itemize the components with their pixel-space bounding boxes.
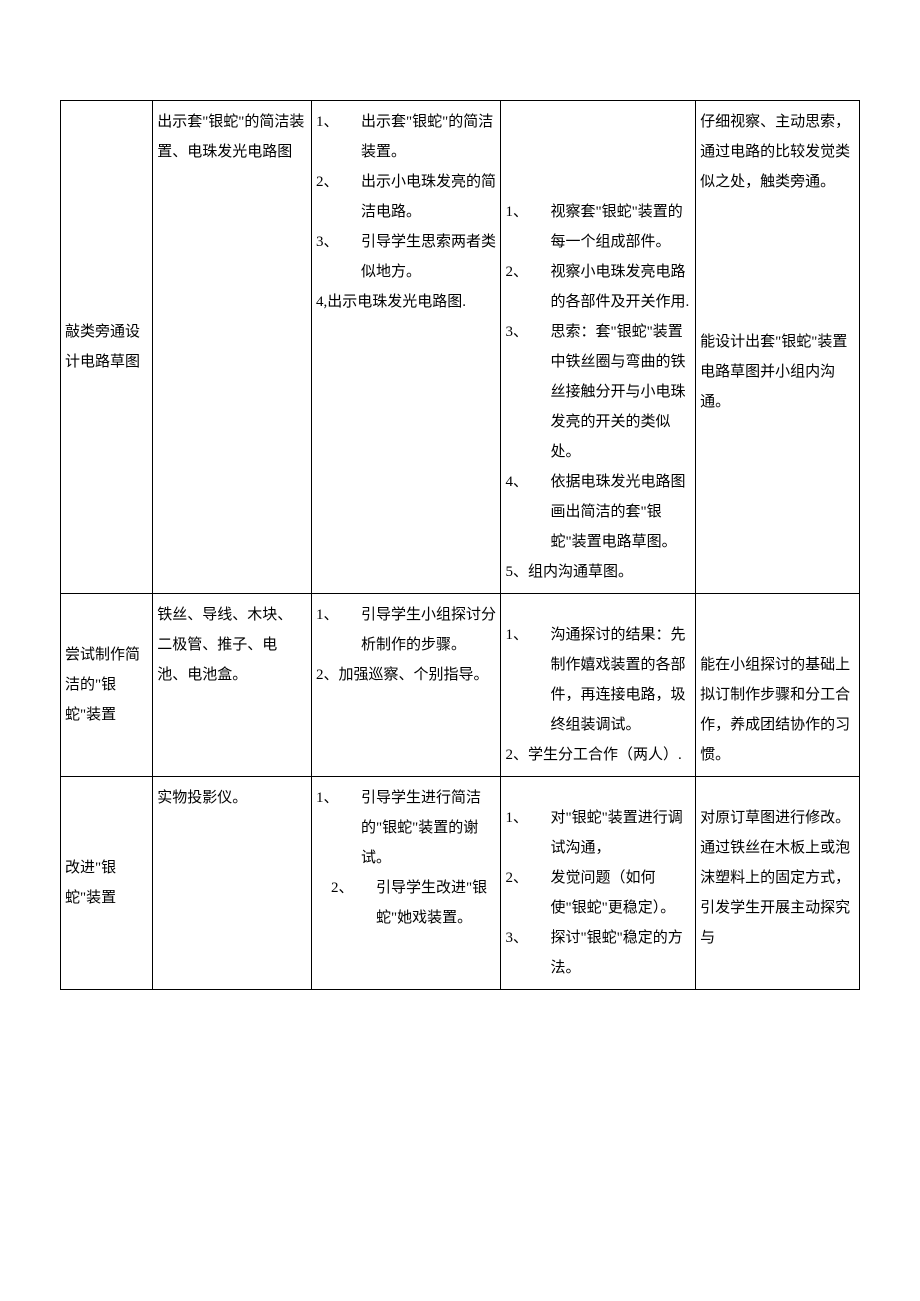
list-num: 5、 [505, 557, 528, 587]
goal-p2: 能设计出套"银蛇"装置电路草图并小组内沟通。 [700, 327, 855, 417]
list-num: 3、 [505, 317, 528, 467]
list-num: 3、 [505, 923, 528, 983]
list-text: 视察套"银蛇"装置的每一个组成部件。 [528, 197, 691, 257]
cell-phase: 尝试制作简洁的"银蛇"装置 [61, 594, 153, 777]
list-num: 1、 [505, 197, 528, 257]
cell-student: 1、对"银蛇"装置进行调试沟通， 2、发觉问题（如何使"银蛇"更稳定）。 3、探… [501, 777, 696, 990]
cell-goal: 对原订草图进行修改。 通过铁丝在木板上或泡沫塑料上的固定方式，引发学生开展主动探… [696, 777, 860, 990]
goal-p1: 能在小组探讨的基础上拟订制作步骤和分工合作，养成团结协作的习惯。 [700, 650, 855, 770]
list-text: 沟通探讨的结果：先制作嬉戏装置的各部件，再连接电路，圾终组装调试。 [528, 620, 691, 740]
list-num: 1、 [316, 783, 339, 873]
list-text: 引导学生思索两者类似地方。 [338, 227, 496, 287]
lesson-plan-table: 敲类旁通设计电路草图 出示套"银蛇"的简洁装置、电珠发光电路图 1、出示套"银蛇… [60, 100, 860, 990]
list-num: 1、 [505, 803, 528, 863]
list-text: 出示套"银蛇"的简洁装置。 [338, 107, 496, 167]
cell-goal: 仔细视察、主动思索，通过电路的比较发觉类似之处，触类旁通。 能设计出套"银蛇"装… [696, 101, 860, 594]
list-text: 对"银蛇"装置进行调试沟通， [528, 803, 691, 863]
cell-phase: 敲类旁通设计电路草图 [61, 101, 153, 594]
list-num: 2、 [316, 167, 339, 227]
table-row: 改进"银蛇"装置 实物投影仪。 1、引导学生进行简洁的"银蛇"装置的谢试。 2、… [61, 777, 860, 990]
list-num: 1、 [316, 107, 339, 167]
list-num: 2、 [505, 257, 528, 317]
list-text: 引导学生改进"银蛇"她戏装置。 [353, 873, 496, 933]
list-text: 引导学生小组探讨分析制作的步骤。 [338, 600, 496, 660]
cell-goal: 能在小组探讨的基础上拟订制作步骤和分工合作，养成团结协作的习惯。 [696, 594, 860, 777]
list-text: 视察小电珠发亮电路的各部件及开关作用. [528, 257, 691, 317]
cell-teacher: 1、引导学生小组探讨分析制作的步骤。 2、加强巡察、个别指导。 [311, 594, 501, 777]
list-text: 思索：套"银蛇"装置中铁丝圈与弯曲的铁丝接触分开与小电珠发亮的开关的类似处。 [528, 317, 691, 467]
list-text: 依据电珠发光电路图画出简洁的套"银蛇"装置电路草图。 [528, 467, 691, 557]
list-num: 4、 [505, 467, 528, 557]
list-num: 3、 [316, 227, 339, 287]
list-text: 组内沟通草图。 [528, 557, 691, 587]
list-text: 发觉问题（如何使"银蛇"更稳定）。 [528, 863, 691, 923]
cell-teacher: 1、引导学生进行简洁的"银蛇"装置的谢试。 2、引导学生改进"银蛇"她戏装置。 [311, 777, 501, 990]
list-text: 学生分工合作（两人）. [528, 740, 691, 770]
goal-p1: 对原订草图进行修改。 [700, 803, 855, 833]
list-text: 引导学生进行简洁的"银蛇"装置的谢试。 [338, 783, 496, 873]
cell-materials: 实物投影仪。 [153, 777, 312, 990]
list-text: 探讨"银蛇"稳定的方法。 [528, 923, 691, 983]
list-num: 4, [316, 287, 327, 317]
cell-student: 1、沟通探讨的结果：先制作嬉戏装置的各部件，再连接电路，圾终组装调试。 2、学生… [501, 594, 696, 777]
cell-teacher: 1、出示套"银蛇"的简洁装置。 2、出示小电珠发亮的简洁电路。 3、引导学生思索… [311, 101, 501, 594]
cell-student: 1、视察套"银蛇"装置的每一个组成部件。 2、视察小电珠发亮电路的各部件及开关作… [501, 101, 696, 594]
list-num: 2、 [505, 863, 528, 923]
list-num: 2、 [505, 740, 528, 770]
list-num: 2、 [316, 660, 339, 690]
cell-materials: 出示套"银蛇"的简洁装置、电珠发光电路图 [153, 101, 312, 594]
cell-phase: 改进"银蛇"装置 [61, 777, 153, 990]
list-num: 2、 [331, 873, 354, 933]
goal-p2: 通过铁丝在木板上或泡沫塑料上的固定方式，引发学生开展主动探究与 [700, 833, 855, 953]
list-text: 加强巡察、个别指导。 [338, 660, 496, 690]
goal-p1: 仔细视察、主动思索，通过电路的比较发觉类似之处，触类旁通。 [700, 107, 855, 197]
list-num: 1、 [505, 620, 528, 740]
table-row: 尝试制作简洁的"银蛇"装置 铁丝、导线、木块、二极管、推子、电池、电池盒。 1、… [61, 594, 860, 777]
cell-materials: 铁丝、导线、木块、二极管、推子、电池、电池盒。 [153, 594, 312, 777]
list-num: 1、 [316, 600, 339, 660]
list-text: 出示小电珠发亮的简洁电路。 [338, 167, 496, 227]
table-row: 敲类旁通设计电路草图 出示套"银蛇"的简洁装置、电珠发光电路图 1、出示套"银蛇… [61, 101, 860, 594]
list-text: 出示电珠发光电路图. [327, 287, 496, 317]
